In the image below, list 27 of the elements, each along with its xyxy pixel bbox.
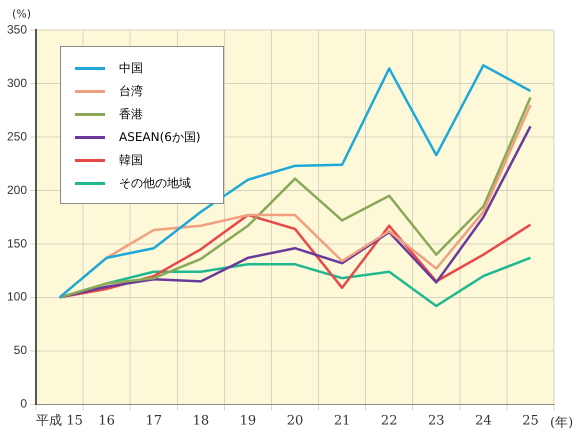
y-tick-label: 150 [6, 236, 28, 250]
x-tick-label: 17 [145, 414, 162, 429]
x-axis-title: (年) [550, 415, 574, 430]
x-tick-label: 20 [286, 414, 304, 429]
x-tick-label: 19 [240, 414, 256, 429]
y-tick-label: 0 [20, 396, 28, 411]
x-tick-label: 18 [192, 414, 210, 429]
y-tick-label: 250 [6, 129, 28, 144]
x-tick-label: 16 [98, 414, 115, 429]
y-tick-label: 300 [6, 76, 28, 90]
legend-label: ASEAN(6か国) [119, 129, 201, 146]
y-axis-title: (%) [12, 7, 32, 20]
legend-label: 香港 [119, 106, 143, 123]
x-tick-label: 23 [428, 414, 445, 429]
legend-label: その他の地域 [119, 175, 191, 192]
x-tick-label: 25 [522, 414, 539, 429]
x-tick-label: 24 [475, 414, 492, 429]
x-tick-label: 22 [380, 414, 398, 429]
legend-label: 韓国 [119, 152, 143, 169]
y-tick-label: 50 [14, 343, 28, 358]
legend-label: 中国 [119, 60, 143, 77]
y-tick-label: 100 [6, 290, 28, 304]
y-tick-label: 200 [6, 182, 28, 197]
legend-label: 台湾 [119, 83, 143, 100]
x-tick-label: 平成 15 [36, 414, 83, 429]
y-tick-label: 350 [6, 22, 28, 36]
x-tick-label: 21 [334, 414, 350, 429]
